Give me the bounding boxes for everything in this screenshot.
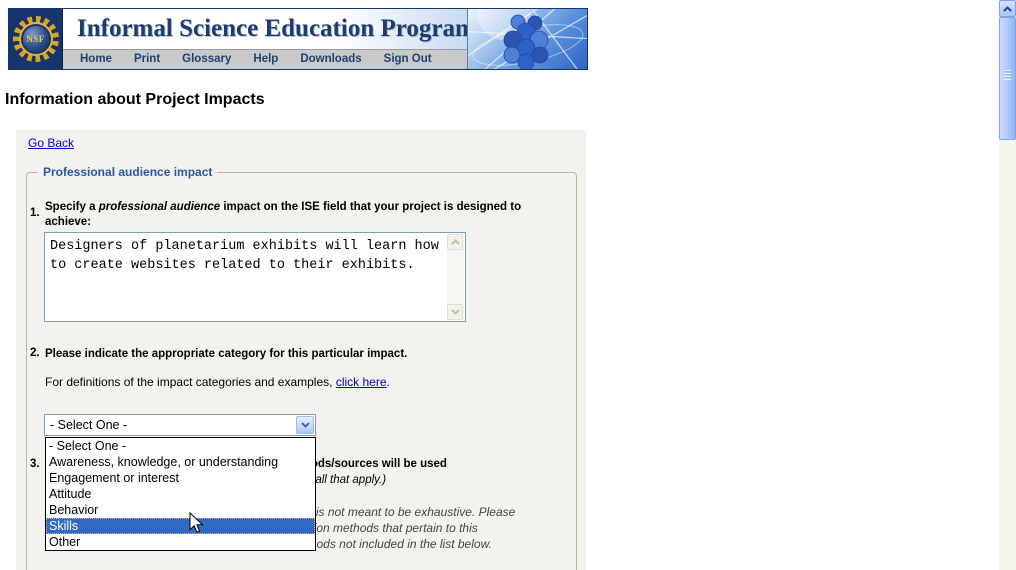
- q1-label: Specify a professional audience impact o…: [45, 200, 521, 230]
- option-engagement-or-interest[interactable]: Engagement or interest: [49, 471, 179, 485]
- browser-scrollbar-track[interactable]: [999, 0, 1016, 570]
- page-title: Information about Project Impacts: [5, 91, 265, 108]
- q1-label-post: impact on the ISE field that your projec…: [45, 201, 522, 228]
- click-here-link[interactable]: click here: [335, 375, 387, 389]
- impact-textarea-value: Designers of planetarium exhibits will l…: [50, 239, 439, 273]
- go-back-link[interactable]: Go Back: [28, 136, 75, 150]
- impact-fieldset: [26, 172, 577, 570]
- nav-home[interactable]: Home: [80, 53, 112, 66]
- scrollbar-thumb[interactable]: [999, 17, 1016, 140]
- q1-label-pre: Specify a: [45, 201, 99, 213]
- q2-label: Please indicate the appropriate category…: [45, 348, 408, 360]
- nsf-logo-ring: NSF: [18, 22, 53, 56]
- option-other[interactable]: Other: [49, 535, 81, 549]
- mouse-cursor-icon: [189, 511, 204, 539]
- nav-help[interactable]: Help: [253, 53, 279, 66]
- chevron-up-icon: [1003, 5, 1012, 12]
- impact-textarea[interactable]: Designers of planetarium exhibits will l…: [44, 232, 466, 322]
- banner-middle: Informal Science Education Program Home P…: [63, 9, 476, 69]
- site-banner: NSF Informal Science Education Program H…: [8, 8, 588, 70]
- category-select[interactable]: - Select One -: [44, 414, 316, 436]
- q3-number: 3.: [30, 458, 40, 470]
- definitions-help-pre: For definitions of the impact categories…: [45, 375, 336, 389]
- option-attitude[interactable]: Attitude: [49, 487, 92, 501]
- category-listbox[interactable]: - Select One - Awareness, knowledge, or …: [45, 437, 316, 551]
- banner-title-area: Informal Science Education Program: [63, 9, 476, 49]
- nav-sign-out[interactable]: Sign Out: [383, 53, 432, 66]
- main-navbar: Home Print Glossary Help Downloads Sign Out: [63, 48, 467, 69]
- scrollbar-up-button[interactable]: [999, 0, 1016, 17]
- select-dropdown-button[interactable]: [296, 416, 314, 434]
- textarea-scroll-down-button[interactable]: [447, 304, 463, 320]
- scrollbar-grip: [1004, 70, 1011, 80]
- q1-label-italic: professional audience: [98, 201, 221, 213]
- nsf-logo: NSF: [9, 9, 63, 69]
- chevron-down-icon: [300, 422, 310, 428]
- option-select-one[interactable]: - Select One -: [49, 439, 127, 453]
- program-title: Informal Science Education Program: [77, 14, 476, 42]
- fieldset-legend: Professional audience impact: [38, 165, 218, 179]
- nav-downloads[interactable]: Downloads: [300, 53, 362, 66]
- nsf-logo-text: NSF: [26, 34, 45, 44]
- option-behavior[interactable]: Behavior: [49, 503, 99, 517]
- option-awareness-knowledge-understanding[interactable]: Awareness, knowledge, or understanding: [49, 455, 279, 469]
- definitions-help-post: .: [386, 375, 390, 389]
- textarea-scrollbar[interactable]: [447, 234, 464, 320]
- category-select-value: - Select One -: [50, 418, 128, 432]
- chevron-up-icon: [450, 239, 460, 245]
- chevron-down-icon: [450, 309, 460, 315]
- q2-number: 2.: [30, 347, 40, 359]
- nav-glossary[interactable]: Glossary: [182, 53, 232, 66]
- molecule-graphic: [467, 9, 587, 69]
- textarea-scroll-up-button[interactable]: [447, 234, 463, 250]
- option-skills[interactable]: Skills: [46, 518, 315, 534]
- nav-print[interactable]: Print: [133, 53, 161, 66]
- definitions-help-text: For definitions of the impact categories…: [45, 375, 390, 389]
- nsf-globe-icon: NSF: [22, 26, 49, 52]
- q1-number: 1.: [30, 207, 40, 219]
